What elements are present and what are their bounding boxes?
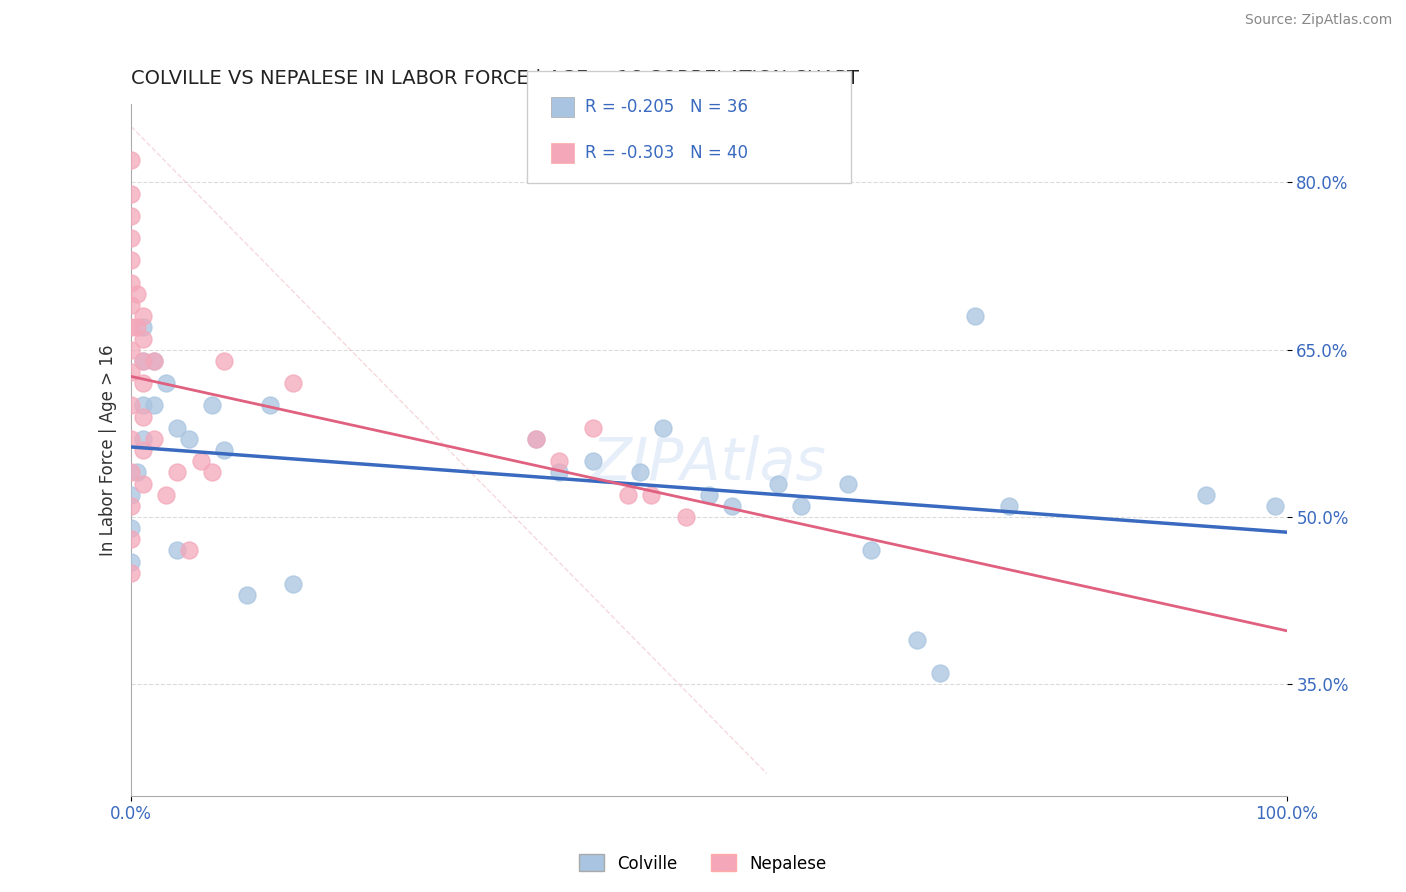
Point: [524, 432, 547, 446]
Point: [259, 399, 281, 413]
Point: [651, 421, 673, 435]
Point: [155, 376, 177, 391]
Point: [281, 577, 304, 591]
Point: [120, 186, 142, 201]
Point: [201, 466, 224, 480]
Text: R = -0.303   N = 40: R = -0.303 N = 40: [585, 145, 748, 162]
Point: [120, 566, 142, 580]
Point: [166, 466, 188, 480]
Point: [120, 153, 142, 167]
Point: [166, 543, 188, 558]
Point: [963, 310, 986, 324]
Point: [524, 432, 547, 446]
Point: [998, 499, 1021, 513]
Legend: Colville, Nepalese: Colville, Nepalese: [572, 847, 834, 880]
Point: [120, 209, 142, 223]
Point: [929, 666, 952, 681]
Point: [177, 543, 200, 558]
Point: [281, 376, 304, 391]
Point: [166, 421, 188, 435]
Point: [143, 432, 166, 446]
Point: [697, 488, 720, 502]
Point: [120, 521, 142, 535]
Point: [120, 488, 142, 502]
Point: [143, 354, 166, 368]
Point: [675, 510, 697, 524]
Point: [190, 454, 212, 468]
Point: [132, 354, 155, 368]
Point: [120, 276, 142, 290]
Y-axis label: In Labor Force | Age > 16: In Labor Force | Age > 16: [100, 344, 117, 556]
Point: [125, 287, 148, 301]
Point: [1264, 499, 1286, 513]
Point: [125, 466, 148, 480]
Point: [640, 488, 662, 502]
Point: [628, 466, 651, 480]
Point: [132, 320, 155, 334]
Point: [120, 231, 142, 245]
Point: [120, 320, 142, 334]
Point: [132, 354, 155, 368]
Point: [143, 399, 166, 413]
Point: [547, 454, 569, 468]
Point: [582, 421, 605, 435]
Text: ZIPAtlas: ZIPAtlas: [592, 435, 827, 492]
Point: [212, 354, 235, 368]
Point: [125, 320, 148, 334]
Point: [120, 432, 142, 446]
Point: [132, 399, 155, 413]
Point: [837, 476, 859, 491]
Text: Source: ZipAtlas.com: Source: ZipAtlas.com: [1244, 13, 1392, 28]
Point: [132, 376, 155, 391]
Point: [120, 466, 142, 480]
Point: [790, 499, 813, 513]
Text: R = -0.205   N = 36: R = -0.205 N = 36: [585, 98, 748, 116]
Point: [120, 533, 142, 547]
Point: [120, 555, 142, 569]
Point: [905, 632, 928, 647]
Point: [120, 365, 142, 379]
Point: [768, 476, 790, 491]
Point: [132, 332, 155, 346]
Point: [212, 443, 235, 458]
Point: [1195, 488, 1218, 502]
Point: [617, 488, 640, 502]
Point: [859, 543, 882, 558]
Point: [120, 499, 142, 513]
Point: [132, 432, 155, 446]
Point: [547, 466, 569, 480]
Text: COLVILLE VS NEPALESE IN LABOR FORCE | AGE > 16 CORRELATION CHART: COLVILLE VS NEPALESE IN LABOR FORCE | AG…: [131, 69, 859, 88]
Point: [120, 343, 142, 357]
Point: [201, 399, 224, 413]
Point: [143, 354, 166, 368]
Point: [236, 588, 259, 602]
Point: [177, 432, 200, 446]
Point: [120, 298, 142, 312]
Point: [120, 399, 142, 413]
Point: [721, 499, 744, 513]
Point: [155, 488, 177, 502]
Point: [132, 310, 155, 324]
Point: [132, 409, 155, 424]
Point: [582, 454, 605, 468]
Point: [132, 443, 155, 458]
Point: [120, 253, 142, 268]
Point: [132, 476, 155, 491]
